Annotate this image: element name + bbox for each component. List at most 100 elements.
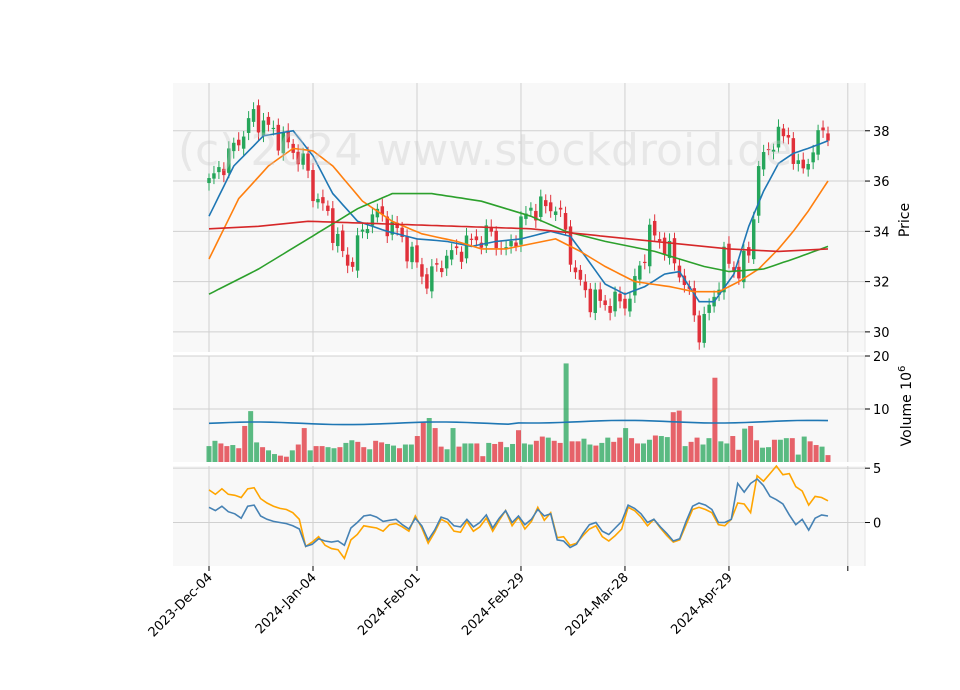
candle-body xyxy=(702,313,706,343)
volume-bar xyxy=(325,447,331,462)
ma_longest-line xyxy=(208,220,829,253)
volume-bar xyxy=(724,443,730,462)
volume-bar xyxy=(748,425,754,462)
volume-bar xyxy=(480,456,486,462)
x-tick-label-2: 2024-Feb-01 xyxy=(355,570,424,639)
volume-bar xyxy=(652,435,658,462)
candle-body xyxy=(454,246,459,249)
candle-body xyxy=(494,230,498,249)
volume-bar xyxy=(599,442,605,462)
volume-bar xyxy=(569,441,575,462)
price-ytick-label-0: 30 xyxy=(873,326,890,341)
candle-body xyxy=(474,236,479,241)
volume-bar xyxy=(539,436,545,462)
volume-bar xyxy=(349,440,355,462)
candle-body xyxy=(747,247,751,256)
volume-bar xyxy=(248,411,254,462)
candle-body xyxy=(207,178,211,184)
candle-body xyxy=(781,128,786,137)
candle-body xyxy=(761,152,766,170)
candle-body xyxy=(727,243,731,264)
volume-bar xyxy=(795,454,801,462)
candle-body xyxy=(251,109,256,122)
candle-body xyxy=(489,226,493,232)
volume-bar xyxy=(301,428,307,462)
volume-bar xyxy=(688,441,694,462)
volume-bar xyxy=(402,444,408,462)
volume-bar xyxy=(396,448,402,462)
candle-body xyxy=(286,130,290,143)
candle-body xyxy=(345,254,350,266)
candle-body xyxy=(435,263,439,265)
volume-bar xyxy=(468,443,474,462)
price-panel: 30 32 34 36 38 xyxy=(173,83,890,352)
volume-ytick-label-0: 10 xyxy=(873,403,890,418)
candle-body xyxy=(751,219,756,260)
volume-bar xyxy=(373,440,379,462)
candle-body xyxy=(464,235,469,259)
osc-ytick-label-0: 0 xyxy=(873,517,881,532)
volume-bar xyxy=(486,442,492,462)
volume-bar xyxy=(504,447,510,462)
candle-body xyxy=(350,261,355,267)
volume-bar xyxy=(623,428,629,462)
candle-body xyxy=(608,306,612,313)
candle-body xyxy=(385,216,390,237)
volume-bar xyxy=(289,450,295,462)
volume-bar xyxy=(319,446,325,462)
candle-body xyxy=(236,139,241,146)
candle-body xyxy=(321,197,325,204)
volume-bar xyxy=(742,428,748,462)
volume-bar xyxy=(379,442,385,462)
volume-bar xyxy=(760,447,766,462)
volume-bar xyxy=(664,437,670,462)
volume-bar xyxy=(391,445,397,462)
candle-body xyxy=(796,160,801,164)
candle-body xyxy=(276,124,281,151)
volume-bar xyxy=(575,441,581,462)
volume-bar xyxy=(527,444,533,462)
candle-body xyxy=(365,228,370,234)
candle-body xyxy=(662,237,667,255)
volume-bar xyxy=(551,440,557,462)
volume-bar xyxy=(807,441,813,462)
candle-body xyxy=(326,205,330,211)
ma_mid-line xyxy=(208,147,829,293)
volume-bar xyxy=(355,441,361,462)
volume-bar xyxy=(260,447,266,462)
volume-bar xyxy=(236,448,242,462)
candle-body xyxy=(816,130,820,155)
volume-bar xyxy=(450,428,456,462)
candle-body xyxy=(281,132,286,154)
candle-body xyxy=(647,224,652,267)
candle-body xyxy=(410,246,414,263)
candle-body xyxy=(534,210,538,221)
volume-bar xyxy=(337,447,343,462)
volume-bar xyxy=(212,440,218,462)
candle-body xyxy=(217,167,221,173)
volume-bar xyxy=(819,446,825,462)
candle-body xyxy=(563,212,568,230)
candle-body xyxy=(306,153,310,171)
volume-bar xyxy=(813,445,819,462)
candle-body xyxy=(355,235,360,271)
volume-bar xyxy=(444,449,450,462)
volume-bar xyxy=(271,454,277,462)
candle-body xyxy=(722,246,726,293)
candle-body xyxy=(340,230,345,252)
price-ytick-label-2: 34 xyxy=(873,225,890,240)
candle-body xyxy=(405,236,409,262)
candle-body xyxy=(430,266,434,292)
candle-body xyxy=(336,233,340,247)
volume-bar xyxy=(765,447,771,462)
volume-bar xyxy=(456,446,462,462)
candle-body xyxy=(296,151,300,165)
candle-body xyxy=(593,289,597,313)
candle-body xyxy=(643,261,647,264)
volume-bar xyxy=(676,410,682,462)
candle-body xyxy=(826,133,830,141)
candle-body xyxy=(390,221,394,235)
volume-ytick-label-1: 20 xyxy=(873,350,890,365)
watermark: (c) 2024 www.stockdroid.de xyxy=(178,125,792,176)
candle-body xyxy=(613,291,617,312)
